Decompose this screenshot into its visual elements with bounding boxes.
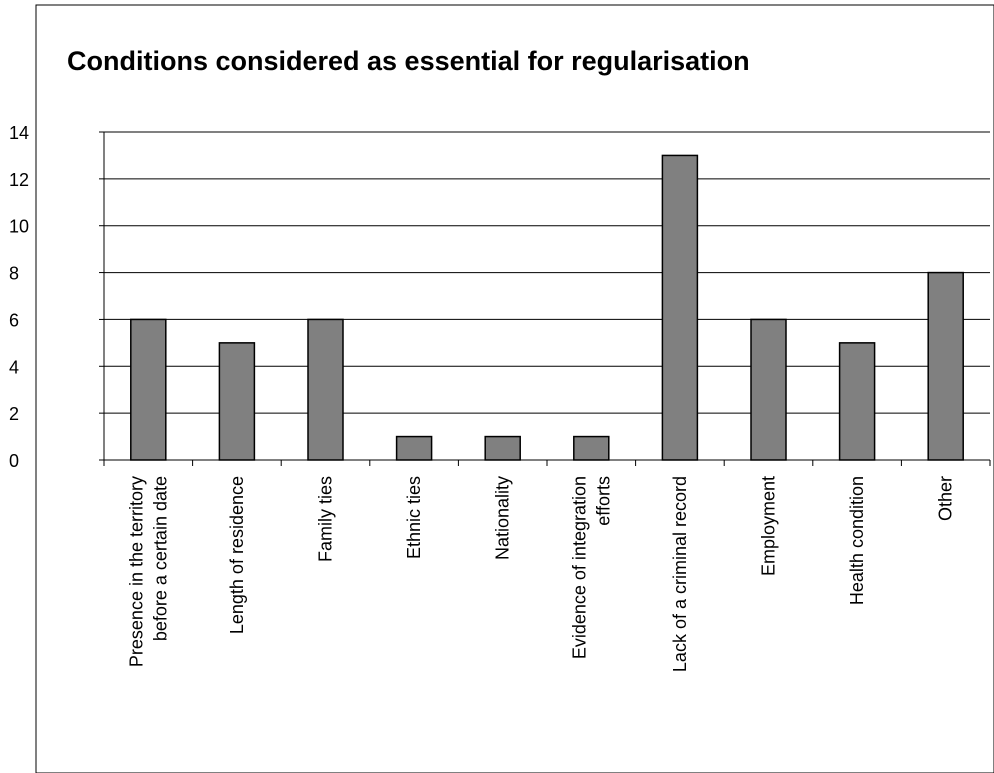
- x-category-label-line: Health condition: [847, 476, 867, 605]
- bar: [395, 435, 433, 461]
- bar: [484, 435, 521, 461]
- bar: [838, 342, 876, 461]
- y-tick-label: 8: [9, 264, 19, 284]
- x-category-label: Nationality: [493, 476, 513, 560]
- x-category-label-line: Employment: [759, 476, 779, 576]
- bar: [307, 318, 344, 461]
- x-category-label-line: Presence in the territory: [126, 476, 146, 667]
- axes: [103, 132, 991, 466]
- x-category-label: Presence in the territory before a certai…: [126, 476, 170, 667]
- x-category-label-line: Length of residence: [227, 476, 247, 634]
- y-tick-label: 10: [9, 217, 29, 237]
- y-tick-label: 0: [9, 451, 19, 471]
- x-category-label: Employment: [759, 476, 779, 576]
- x-category-label-line: Nationality: [493, 476, 513, 560]
- x-category-label: Lack of a criminal record: [670, 476, 690, 672]
- x-category-label-line: efforts: [593, 476, 613, 526]
- y-tick-label: 14: [9, 123, 29, 143]
- x-category-label-line: Family ties: [316, 476, 336, 562]
- x-category-label: Length of residence: [227, 476, 247, 634]
- bar: [218, 342, 256, 461]
- y-tick-label: 6: [9, 310, 19, 330]
- x-category-label-line: Lack of a criminal record: [670, 476, 690, 672]
- y-tick-label: 4: [9, 357, 19, 377]
- x-category-label-line: before a certain date: [150, 476, 170, 641]
- x-category-label: Health condition: [847, 476, 867, 605]
- x-category-label-line: Ethnic ties: [404, 476, 424, 559]
- x-category-label-line: Other: [936, 476, 956, 521]
- bar: [573, 435, 610, 461]
- chart-frame: [35, 4, 994, 773]
- x-category-label-line: Evidence of integration: [569, 476, 589, 659]
- x-category-label: Other: [936, 476, 956, 521]
- x-axis-labels: Presence in the territory before a certai…: [126, 476, 955, 672]
- y-tick-label: 12: [9, 170, 29, 190]
- y-axis-ticks: 0 2 4 6 8 10 12 14: [9, 123, 104, 471]
- bar: [130, 318, 167, 461]
- y-tick-label: 2: [9, 404, 19, 424]
- bar: [750, 318, 787, 461]
- x-category-label: Evidence of integration efforts: [569, 476, 613, 659]
- x-category-label: Family ties: [316, 476, 336, 562]
- chart-title: Conditions considered as essential for r…: [67, 46, 750, 76]
- x-category-label: Ethnic ties: [404, 476, 424, 559]
- bar: [661, 154, 699, 461]
- bar: [927, 271, 964, 461]
